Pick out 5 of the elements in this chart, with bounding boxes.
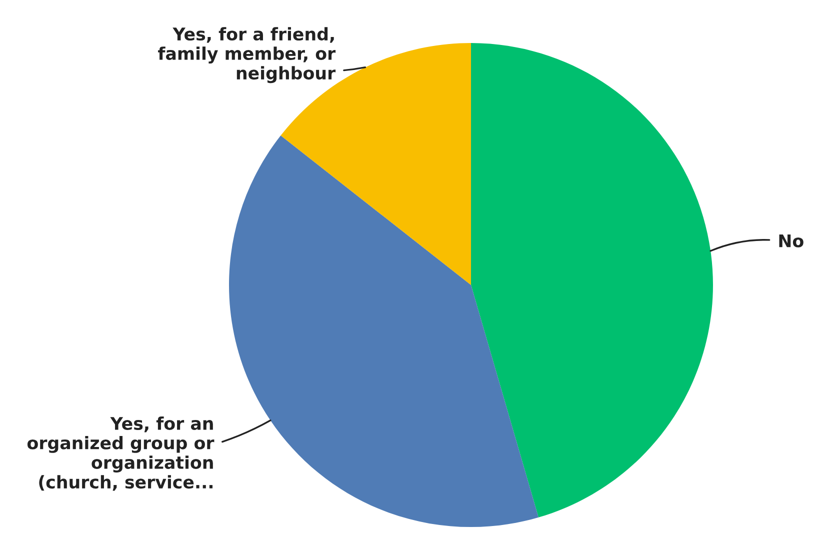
pie-slice	[229, 135, 539, 527]
slice-label: No	[779, 234, 804, 248]
slice-label: Yes, for a friend, family member, or neighbour	[158, 27, 336, 84]
pie-slice	[471, 43, 713, 518]
slice-label: Yes, for an organized group or organization (church, service...	[27, 416, 214, 491]
